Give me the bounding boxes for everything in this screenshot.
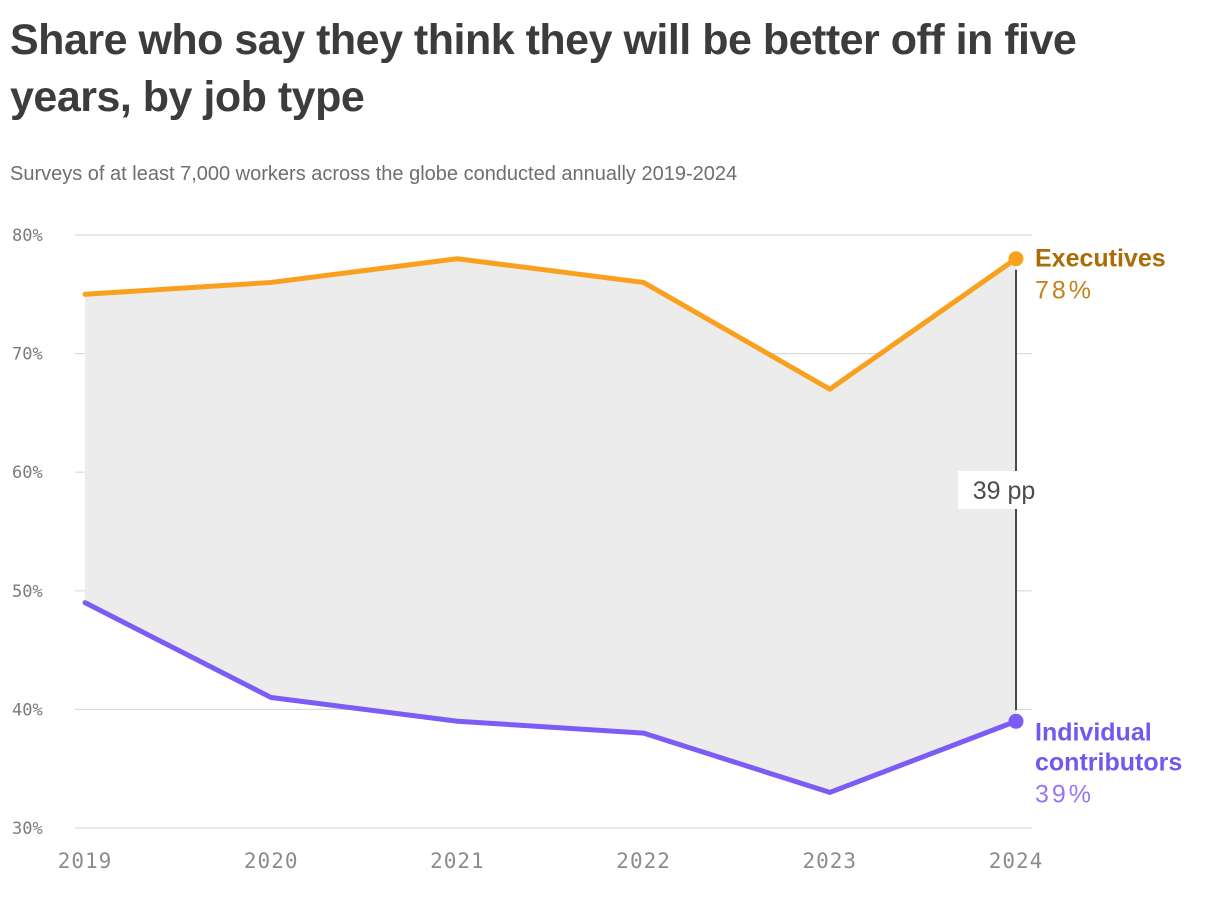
series-end-label: contributors <box>1035 748 1182 776</box>
y-axis-tick-label: 70% <box>12 345 43 365</box>
x-axis-tick-label: 2021 <box>430 849 485 873</box>
x-axis-tick-label: 2024 <box>989 849 1044 873</box>
y-axis-tick-label: 60% <box>12 463 43 483</box>
x-axis-tick-label: 2019 <box>58 849 113 873</box>
series-endpoint-dot <box>1008 713 1024 729</box>
y-axis-tick-label: 80% <box>12 226 43 246</box>
series-end-value: 78% <box>1035 277 1094 305</box>
gap-annotation-label: 39 pp <box>973 477 1036 505</box>
y-axis-tick-label: 30% <box>12 819 43 839</box>
y-axis-tick-label: 40% <box>12 700 43 720</box>
chart-title: Share who say they think they will be be… <box>10 16 1077 121</box>
x-axis-tick-label: 2023 <box>803 849 858 873</box>
x-axis-tick-label: 2022 <box>616 849 671 873</box>
series-endpoint-dot <box>1008 251 1024 267</box>
series-end-label: Executives <box>1035 245 1166 273</box>
gap-annotation-halo <box>958 470 1050 509</box>
x-axis-tick-label: 2020 <box>244 849 299 873</box>
gap-band <box>85 258 1016 793</box>
series-end-value: 39% <box>1035 780 1094 808</box>
chart-subtitle: Surveys of at least 7,000 workers across… <box>10 163 738 185</box>
y-axis-tick-label: 50% <box>12 582 43 602</box>
series-end-label: Individual <box>1035 718 1152 746</box>
series-line-executives <box>82 256 1019 392</box>
series-line-individual-contributors <box>82 600 1019 795</box>
